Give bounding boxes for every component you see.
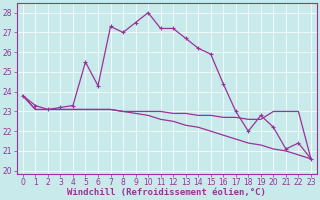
X-axis label: Windchill (Refroidissement éolien,°C): Windchill (Refroidissement éolien,°C) — [68, 188, 266, 197]
